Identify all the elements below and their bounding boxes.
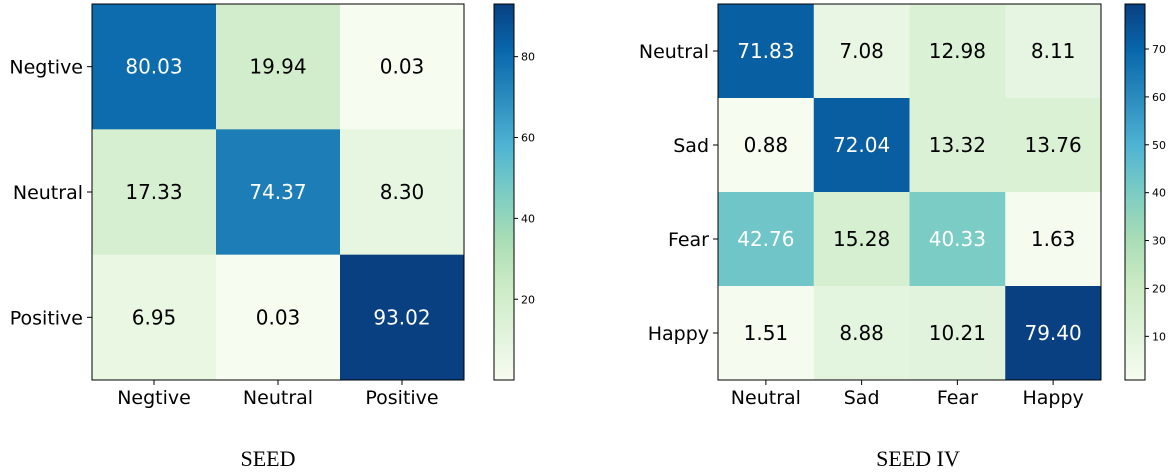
seed-iv-cell-label: 13.76 — [1024, 133, 1081, 157]
seed-cell-label: 19.94 — [249, 55, 306, 79]
seed-iv-colorbar — [1124, 3, 1146, 381]
seed-iv-cell-label: 40.33 — [929, 227, 986, 251]
seed-iv-cell — [909, 4, 1006, 99]
seed-y-tick-label: Neutral — [13, 182, 83, 204]
seed-iv-colorbar-tick-label: 10 — [1152, 330, 1166, 343]
seed-iv-cell — [909, 98, 1006, 193]
seed-x-tick-label: Positive — [365, 387, 438, 409]
seed-iv-cell-label: 7.08 — [839, 39, 884, 63]
seed-iv-cell-label: 13.32 — [929, 133, 986, 157]
seed-cell-label: 17.33 — [125, 180, 182, 204]
seed-y-tick-label: Positive — [10, 307, 83, 329]
seed-cell-label: 0.03 — [256, 305, 301, 329]
seed-cell-label: 74.37 — [249, 180, 306, 204]
seed-iv-cell — [909, 192, 1006, 287]
seed-cell — [340, 254, 465, 381]
seed-cell — [216, 129, 341, 256]
seed-iv-x-tick-label: Happy — [1022, 387, 1083, 409]
seed-cell — [216, 4, 341, 130]
seed-colorbar-tick-label: 40 — [521, 212, 535, 225]
seed-iv-colorbar-tick-label: 60 — [1152, 91, 1166, 104]
seed-cell — [216, 254, 341, 381]
seed-iv-cell — [813, 286, 910, 381]
seed-iv-cell-label: 1.51 — [744, 321, 789, 345]
seed-iv-cell-label: 71.83 — [737, 39, 794, 63]
seed-cell — [340, 4, 465, 130]
seed-colorbar — [493, 3, 515, 381]
seed-cell-label: 80.03 — [125, 55, 182, 79]
seed-iv-cell-label: 72.04 — [833, 133, 890, 157]
seed-iv-cell-label: 10.21 — [929, 321, 986, 345]
seed-iv-cell-label: 8.88 — [839, 321, 884, 345]
seed-cell-label: 93.02 — [373, 305, 430, 329]
seed-iv-cell — [718, 192, 815, 287]
seed-iv-cell — [813, 4, 910, 99]
seed-iv-x-tick-label: Neutral — [731, 387, 801, 409]
seed-iv-cell-label: 8.11 — [1031, 39, 1076, 63]
seed-iv-colorbar-tick-label: 70 — [1152, 43, 1166, 56]
seed-cell — [92, 4, 217, 130]
seed-iv-cell — [718, 98, 815, 193]
seed-colorbar-tick-label: 80 — [521, 51, 535, 64]
seed-iv-cell-label: 1.63 — [1031, 227, 1076, 251]
seed-colorbar-tick-label: 60 — [521, 132, 535, 145]
seed-iv-cell — [909, 286, 1006, 381]
seed-cell — [92, 129, 217, 256]
seed-iv-cell-label: 0.88 — [744, 133, 789, 157]
seed-iv-caption: SEED IV — [876, 446, 960, 471]
seed-iv-cell — [1005, 98, 1102, 193]
seed-caption: SEED — [240, 446, 296, 471]
seed-cell-label: 6.95 — [132, 305, 177, 329]
seed-colorbar-tick-label: 20 — [521, 293, 535, 306]
seed-y-tick-label: Negtive — [9, 57, 83, 79]
seed-iv-matrix-frame — [717, 3, 1102, 381]
seed-x-tick-label: Neutral — [243, 387, 313, 409]
seed-iv-colorbar-tick-label: 30 — [1152, 235, 1166, 248]
seed-iv-x-tick-label: Sad — [844, 387, 880, 409]
seed-cell — [340, 129, 465, 256]
seed-iv-cell-label: 42.76 — [737, 227, 794, 251]
seed-iv-cell-label: 15.28 — [833, 227, 890, 251]
seed-iv-cell — [813, 98, 910, 193]
seed-iv-cell — [718, 4, 815, 99]
seed-iv-cell-label: 12.98 — [929, 39, 986, 63]
seed-iv-cell — [1005, 192, 1102, 287]
seed-iv-y-tick-label: Happy — [648, 323, 709, 345]
seed-iv-cell-label: 79.40 — [1024, 321, 1081, 345]
seed-cell — [92, 254, 217, 381]
seed-x-tick-label: Negtive — [117, 387, 191, 409]
seed-iv-cell — [813, 192, 910, 287]
seed-iv-colorbar-tick-label: 50 — [1152, 139, 1166, 152]
seed-iv-cell — [1005, 286, 1102, 381]
seed-iv-y-tick-label: Sad — [673, 135, 709, 157]
seed-cell-label: 0.03 — [380, 55, 425, 79]
seed-iv-x-tick-label: Fear — [937, 387, 978, 409]
seed-iv-y-tick-label: Fear — [668, 229, 709, 251]
seed-iv-cell — [1005, 4, 1102, 99]
seed-iv-colorbar-tick-label: 20 — [1152, 282, 1166, 295]
seed-cell-label: 8.30 — [380, 180, 425, 204]
seed-iv-cell — [718, 286, 815, 381]
seed-iv-y-tick-label: Neutral — [639, 41, 709, 63]
seed-iv-colorbar-tick-label: 40 — [1152, 187, 1166, 200]
